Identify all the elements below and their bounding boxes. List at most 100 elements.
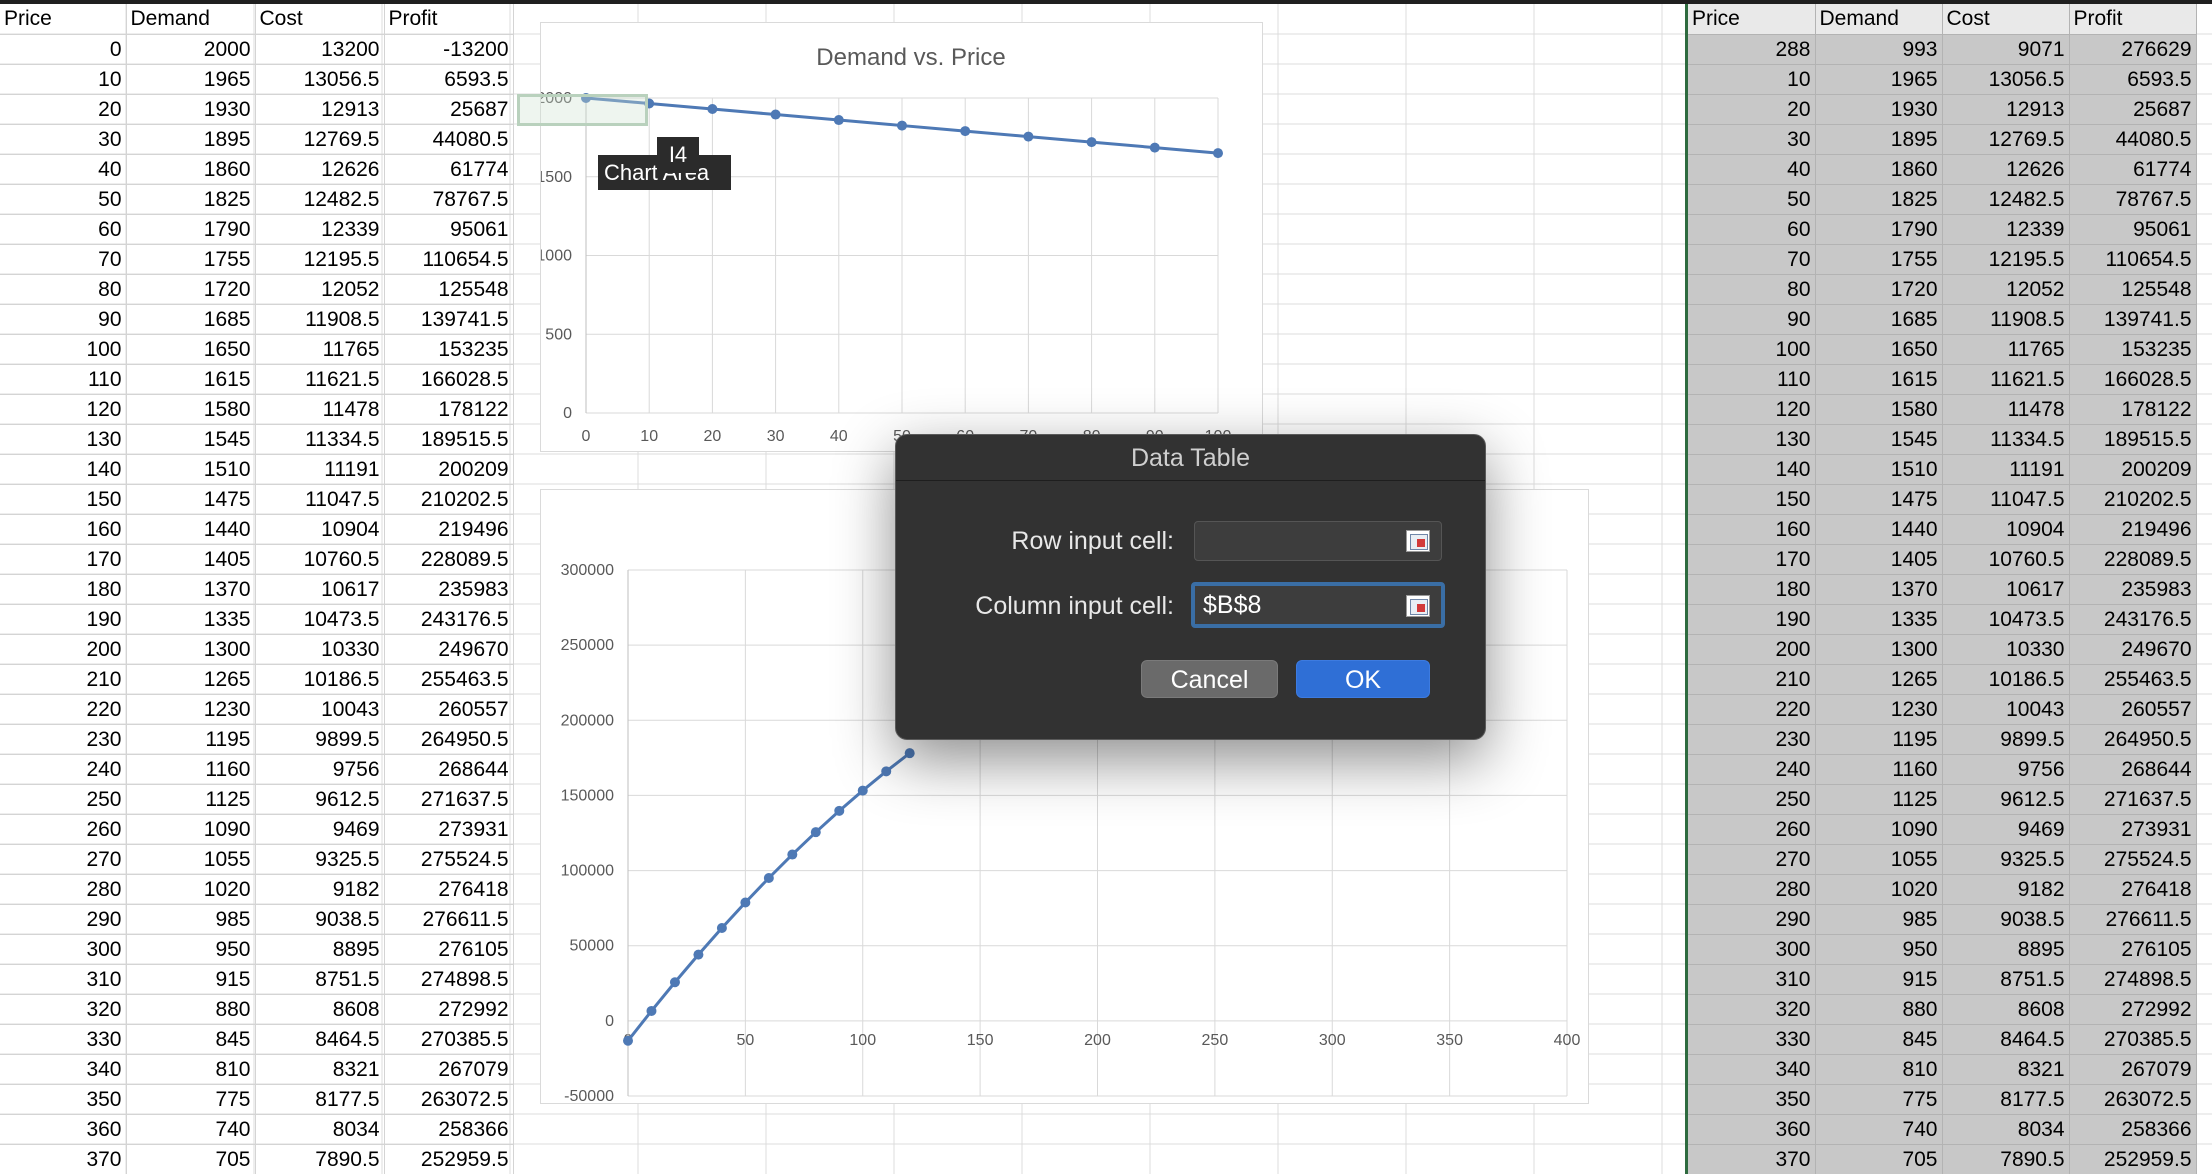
data-point[interactable] [833, 115, 844, 126]
left-cell[interactable]: 330 [0, 1024, 127, 1055]
left-header-demand[interactable]: Demand [126, 4, 256, 35]
left-cell[interactable]: 1860 [126, 154, 256, 185]
data-point[interactable] [1086, 137, 1097, 148]
left-cell[interactable]: 110 [0, 364, 127, 395]
right-cell[interactable]: 276611.5 [2069, 904, 2197, 935]
left-cell[interactable]: 1685 [126, 304, 256, 335]
right-header-price[interactable]: Price [1688, 4, 1816, 35]
left-cell[interactable]: 20 [0, 94, 127, 125]
data-point[interactable] [1213, 148, 1223, 159]
right-cell[interactable]: 1860 [1815, 154, 1943, 185]
right-cell[interactable]: 90 [1688, 304, 1816, 335]
left-cell[interactable]: 775 [126, 1084, 256, 1115]
left-cell[interactable]: 10186.5 [255, 664, 385, 695]
left-cell[interactable]: 1440 [126, 514, 256, 545]
left-cell[interactable]: 8751.5 [255, 964, 385, 995]
right-cell[interactable]: 9182 [1942, 874, 2070, 905]
right-cell[interactable]: 320 [1688, 994, 1816, 1025]
right-cell[interactable]: 240 [1688, 754, 1816, 785]
left-cell[interactable]: 1930 [126, 94, 256, 125]
data-point[interactable] [693, 949, 704, 960]
left-cell[interactable]: 0 [0, 34, 127, 65]
left-cell[interactable]: 40 [0, 154, 127, 185]
left-cell[interactable]: 249670 [384, 634, 514, 665]
left-cell[interactable]: 139741.5 [384, 304, 514, 335]
left-cell[interactable]: 150 [0, 484, 127, 515]
left-cell[interactable]: 11478 [255, 394, 385, 425]
right-cell[interactable]: 219496 [2069, 514, 2197, 545]
left-cell[interactable]: 11908.5 [255, 304, 385, 335]
left-cell[interactable]: 8177.5 [255, 1084, 385, 1115]
right-cell[interactable]: 9038.5 [1942, 904, 2070, 935]
right-cell[interactable]: 8608 [1942, 994, 2070, 1025]
right-cell[interactable]: 12769.5 [1942, 124, 2070, 155]
right-data-table[interactable]: Price Demand Cost Profit 288 993 9071 276629 10 1… [1688, 4, 2197, 1174]
left-cell[interactable]: 275524.5 [384, 844, 514, 875]
right-cell[interactable]: 1195 [1815, 724, 1943, 755]
left-cell[interactable]: 160 [0, 514, 127, 545]
right-cell[interactable]: 153235 [2069, 334, 2197, 365]
right-cell[interactable]: 11191 [1942, 454, 2070, 485]
right-cell[interactable]: 8034 [1942, 1114, 2070, 1145]
right-cell[interactable]: 274898.5 [2069, 964, 2197, 995]
right-cell[interactable]: 1650 [1815, 334, 1943, 365]
left-cell[interactable]: 1755 [126, 244, 256, 275]
right-cell[interactable]: 178122 [2069, 394, 2197, 425]
right-cell[interactable]: 243176.5 [2069, 604, 2197, 635]
left-cell[interactable]: 9469 [255, 814, 385, 845]
left-cell[interactable]: 220 [0, 694, 127, 725]
right-cell[interactable]: 200 [1688, 634, 1816, 665]
right-cell[interactable]: 10617 [1942, 574, 2070, 605]
right-cell[interactable]: 190 [1688, 604, 1816, 635]
right-cell[interactable]: 200209 [2069, 454, 2197, 485]
left-cell[interactable]: 11047.5 [255, 484, 385, 515]
right-cell[interactable]: 20 [1688, 94, 1816, 125]
left-cell[interactable]: 1265 [126, 664, 256, 695]
right-cell[interactable]: 60 [1688, 214, 1816, 245]
left-cell[interactable]: 7890.5 [255, 1144, 385, 1174]
right-cell[interactable]: 230 [1688, 724, 1816, 755]
right-cell[interactable]: 10904 [1942, 514, 2070, 545]
right-cell[interactable]: 1930 [1815, 94, 1943, 125]
left-cell[interactable]: 8321 [255, 1054, 385, 1085]
left-cell[interactable]: 210 [0, 664, 127, 695]
right-cell[interactable]: 6593.5 [2069, 64, 2197, 95]
right-cell[interactable]: 250 [1688, 784, 1816, 815]
column-cell-picker-icon[interactable] [1406, 595, 1430, 617]
left-cell[interactable]: 9038.5 [255, 904, 385, 935]
right-cell[interactable]: 310 [1688, 964, 1816, 995]
left-cell[interactable]: 78767.5 [384, 184, 514, 215]
data-point[interactable] [904, 748, 915, 759]
right-cell[interactable]: 80 [1688, 274, 1816, 305]
left-cell[interactable]: 140 [0, 454, 127, 485]
right-header-profit[interactable]: Profit [2069, 4, 2197, 35]
left-cell[interactable]: 1055 [126, 844, 256, 875]
left-cell[interactable]: 255463.5 [384, 664, 514, 695]
left-cell[interactable]: 50 [0, 184, 127, 215]
right-cell[interactable]: 258366 [2069, 1114, 2197, 1145]
right-cell[interactable]: 50 [1688, 184, 1816, 215]
left-cell[interactable]: 100 [0, 334, 127, 365]
right-cell[interactable]: 845 [1815, 1024, 1943, 1055]
cell-selection-I4[interactable] [517, 94, 648, 126]
left-cell[interactable]: 250 [0, 784, 127, 815]
right-cell[interactable]: 263072.5 [2069, 1084, 2197, 1115]
data-point[interactable] [763, 872, 774, 883]
left-cell[interactable]: 260557 [384, 694, 514, 725]
left-cell[interactable]: 290 [0, 904, 127, 935]
right-cell[interactable]: 8895 [1942, 934, 2070, 965]
right-cell[interactable]: 235983 [2069, 574, 2197, 605]
right-cell[interactable]: 993 [1815, 34, 1943, 65]
right-cell[interactable]: 300 [1688, 934, 1816, 965]
right-cell[interactable]: 330 [1688, 1024, 1816, 1055]
right-cell[interactable]: 260557 [2069, 694, 2197, 725]
left-cell[interactable]: 1895 [126, 124, 256, 155]
left-cell[interactable]: 274898.5 [384, 964, 514, 995]
left-cell[interactable]: 200209 [384, 454, 514, 485]
right-cell[interactable]: 170 [1688, 544, 1816, 575]
left-cell[interactable]: 276105 [384, 934, 514, 965]
right-cell[interactable]: 8321 [1942, 1054, 2070, 1085]
right-cell[interactable]: 10330 [1942, 634, 2070, 665]
left-cell[interactable]: 1790 [126, 214, 256, 245]
right-cell[interactable]: 1755 [1815, 244, 1943, 275]
